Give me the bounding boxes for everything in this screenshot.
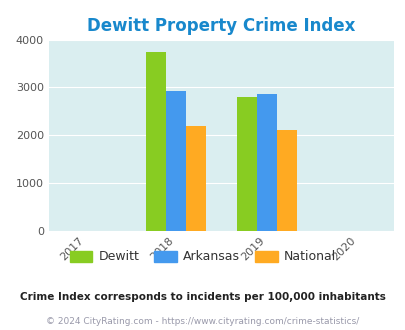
- Text: © 2024 CityRating.com - https://www.cityrating.com/crime-statistics/: © 2024 CityRating.com - https://www.city…: [46, 317, 359, 326]
- Bar: [256, 94, 276, 231]
- Title: Dewitt Property Crime Index: Dewitt Property Crime Index: [87, 17, 355, 35]
- Bar: [145, 51, 166, 231]
- Legend: Dewitt, Arkansas, National: Dewitt, Arkansas, National: [65, 246, 340, 269]
- Bar: [166, 91, 185, 231]
- Bar: [236, 97, 256, 231]
- Bar: [276, 130, 296, 231]
- Text: Crime Index corresponds to incidents per 100,000 inhabitants: Crime Index corresponds to incidents per…: [20, 292, 385, 302]
- Bar: [185, 126, 205, 231]
